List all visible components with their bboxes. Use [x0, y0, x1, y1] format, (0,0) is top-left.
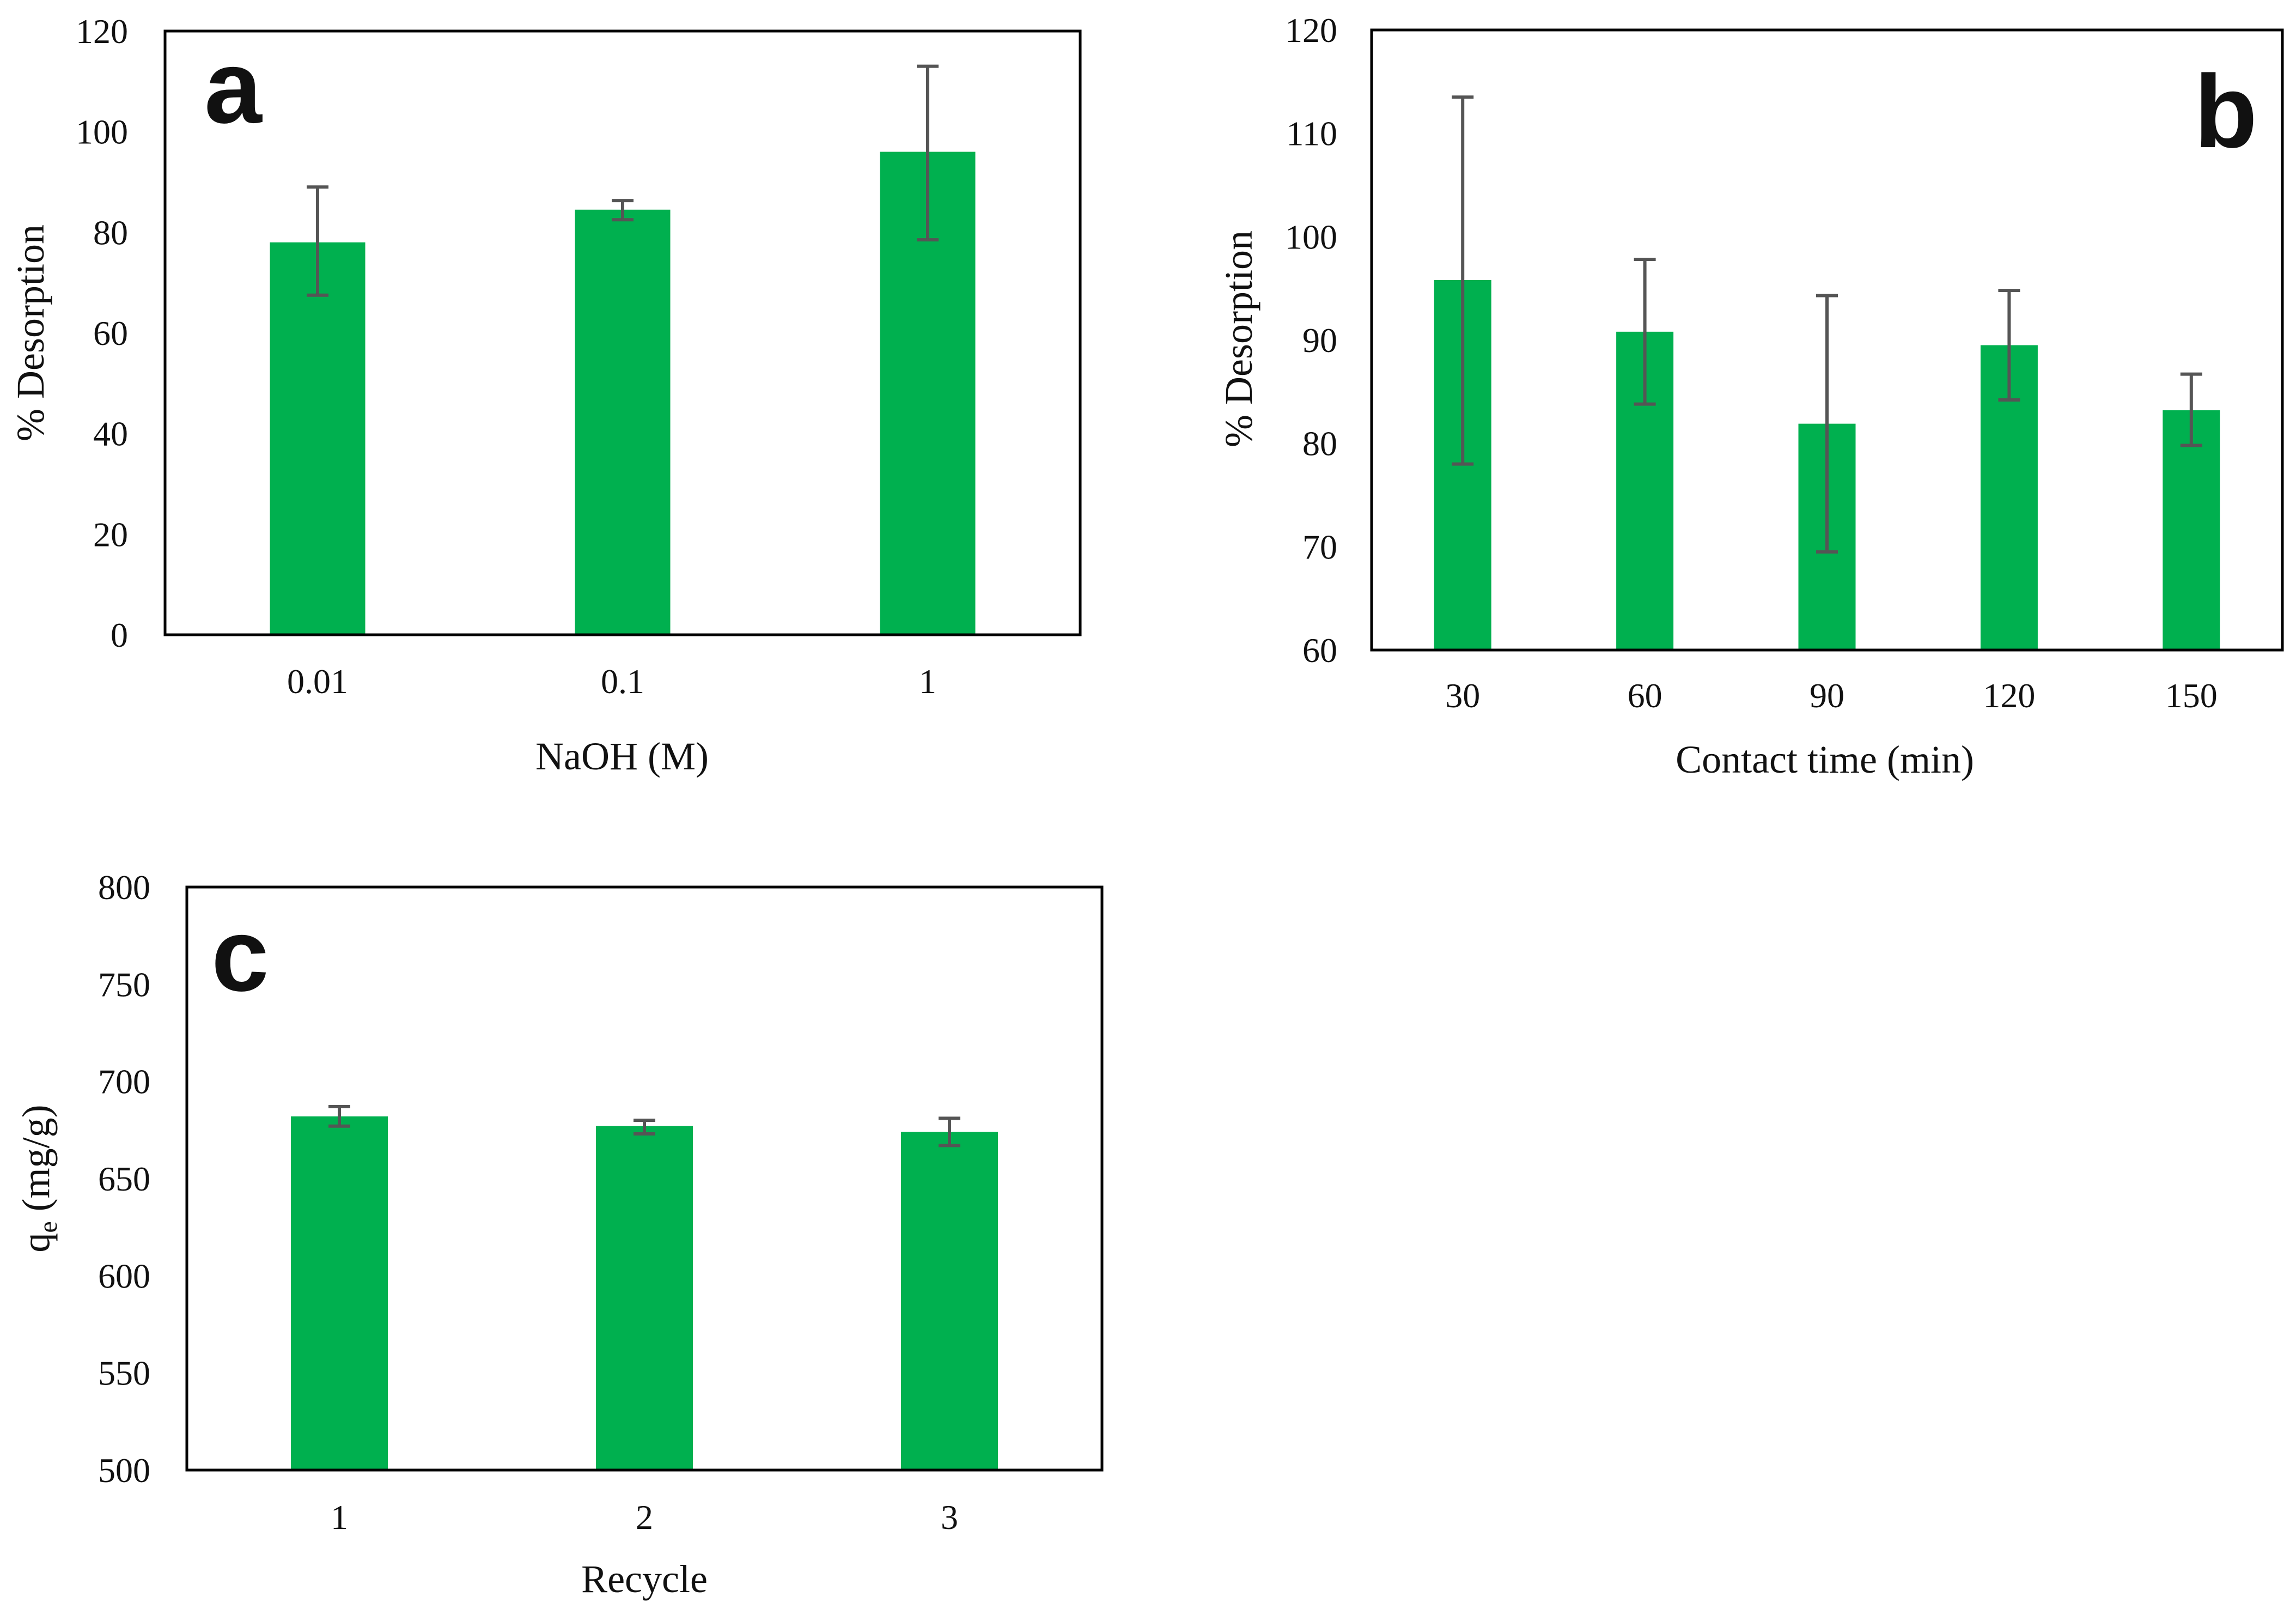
chart-a-y-tick-label: 0 [111, 616, 128, 654]
chart-a-bar-1 [270, 242, 366, 634]
chart-b-error-bar-1 [1452, 95, 1474, 466]
chart-c-bar-2 [596, 1126, 693, 1469]
chart-a-y-ticks: 0 20 40 60 80 100 120 [76, 12, 128, 654]
chart-a-x-tick-label: 0.1 [601, 662, 644, 701]
chart-c-x-tick-label: 2 [636, 1498, 653, 1537]
chart-b-error-bar-4 [1998, 288, 2020, 402]
chart-a: a 0 20 40 60 80 100 120 0.01 0.1 1 NaOH (M) % De… [9, 12, 1082, 778]
chart-a-bar-2 [575, 209, 671, 634]
chart-c-y-tick-label: 750 [98, 965, 150, 1004]
panel-label-b: b [2194, 54, 2257, 169]
chart-b-y-tick-label: 110 [1286, 114, 1337, 153]
chart-c-xlabel: Recycle [581, 1557, 708, 1601]
chart-b-y-tick-label: 90 [1302, 321, 1337, 360]
chart-c: c 500 550 600 650 700 750 800 1 2 3 Recycle qe (… [14, 868, 1104, 1601]
chart-b-y-tick-label: 70 [1302, 527, 1337, 566]
chart-a-xlabel: NaOH (M) [535, 734, 709, 778]
chart-b-x-ticks: 30 60 90 120 150 [1445, 676, 2218, 715]
chart-c-y-tick-label: 800 [98, 868, 150, 907]
chart-b-frame [1370, 28, 2284, 652]
chart-c-x-ticks: 1 2 3 [331, 1498, 958, 1537]
chart-a-error-bar-3 [917, 64, 939, 242]
chart-a-y-tick-label: 20 [93, 515, 128, 554]
chart-c-frame [185, 885, 1104, 1472]
chart-b-x-tick-label: 120 [1983, 676, 2035, 715]
chart-c-ylabel-units: (mg/g) [14, 1104, 58, 1221]
chart-b-bar-5 [2163, 410, 2220, 649]
chart-b-y-tick-label: 60 [1302, 631, 1337, 670]
chart-a-error-bar-1 [307, 185, 328, 297]
panel-label-a: a [204, 29, 263, 145]
chart-a-error-bars [307, 64, 939, 297]
chart-c-error-bars [328, 1105, 960, 1148]
chart-a-frame [163, 29, 1082, 636]
chart-c-y-ticks: 500 550 600 650 700 750 800 [98, 868, 150, 1490]
chart-c-error-bar-2 [634, 1119, 655, 1136]
panel-label-c: c [211, 897, 269, 1013]
chart-c-ylabel: qe (mg/g) [14, 1104, 63, 1252]
chart-a-x-tick-label: 0.01 [287, 662, 348, 701]
chart-b-x-tick-label: 90 [1810, 676, 1844, 715]
chart-c-error-bar-1 [328, 1105, 350, 1128]
chart-b-y-tick-label: 80 [1302, 424, 1337, 463]
chart-a-y-tick-label: 100 [76, 113, 128, 151]
chart-a-ylabel: % Desorption [9, 224, 52, 441]
chart-c-bar-3 [901, 1132, 998, 1469]
chart-c-y-tick-label: 650 [98, 1159, 150, 1198]
chart-a-bars [270, 151, 976, 634]
chart-c-ylabel-sub: e [34, 1221, 63, 1232]
chart-b-x-tick-label: 30 [1445, 676, 1480, 715]
chart-c-x-tick-label: 1 [331, 1498, 348, 1537]
chart-b: b 60 70 80 90 100 110 120 30 60 90 120 150 Contact… [1217, 11, 2284, 781]
chart-a-y-tick-label: 60 [93, 314, 128, 353]
chart-a-y-tick-label: 120 [76, 12, 128, 51]
chart-a-y-tick-label: 80 [93, 213, 128, 252]
chart-a-x-tick-label: 1 [919, 662, 936, 701]
chart-c-error-bar-3 [939, 1116, 960, 1148]
chart-b-x-tick-label: 150 [2165, 676, 2218, 715]
chart-a-x-ticks: 0.01 0.1 1 [287, 662, 936, 701]
chart-c-x-tick-label: 3 [941, 1498, 958, 1537]
chart-c-y-tick-label: 700 [98, 1062, 150, 1101]
chart-c-bars [291, 1116, 998, 1469]
chart-c-ylabel-main: q [14, 1233, 58, 1253]
chart-b-y-tick-label: 120 [1285, 11, 1337, 50]
chart-c-bar-1 [291, 1116, 388, 1469]
chart-b-y-ticks: 60 70 80 90 100 110 120 [1285, 11, 1337, 670]
chart-c-y-tick-label: 550 [98, 1354, 150, 1393]
chart-b-x-tick-label: 60 [1628, 676, 1662, 715]
chart-b-error-bar-2 [1634, 258, 1656, 406]
chart-b-xlabel: Contact time (min) [1676, 738, 1974, 781]
chart-c-y-tick-label: 500 [98, 1451, 150, 1490]
chart-c-y-tick-label: 600 [98, 1256, 150, 1295]
chart-a-error-bar-2 [612, 199, 634, 222]
chart-b-error-bar-3 [1816, 294, 1838, 554]
chart-b-error-bar-5 [2180, 372, 2202, 447]
chart-a-y-tick-label: 40 [93, 415, 128, 453]
chart-b-y-tick-label: 100 [1285, 217, 1337, 256]
chart-b-error-bars [1452, 95, 2202, 554]
chart-b-ylabel: % Desorption [1217, 230, 1260, 447]
